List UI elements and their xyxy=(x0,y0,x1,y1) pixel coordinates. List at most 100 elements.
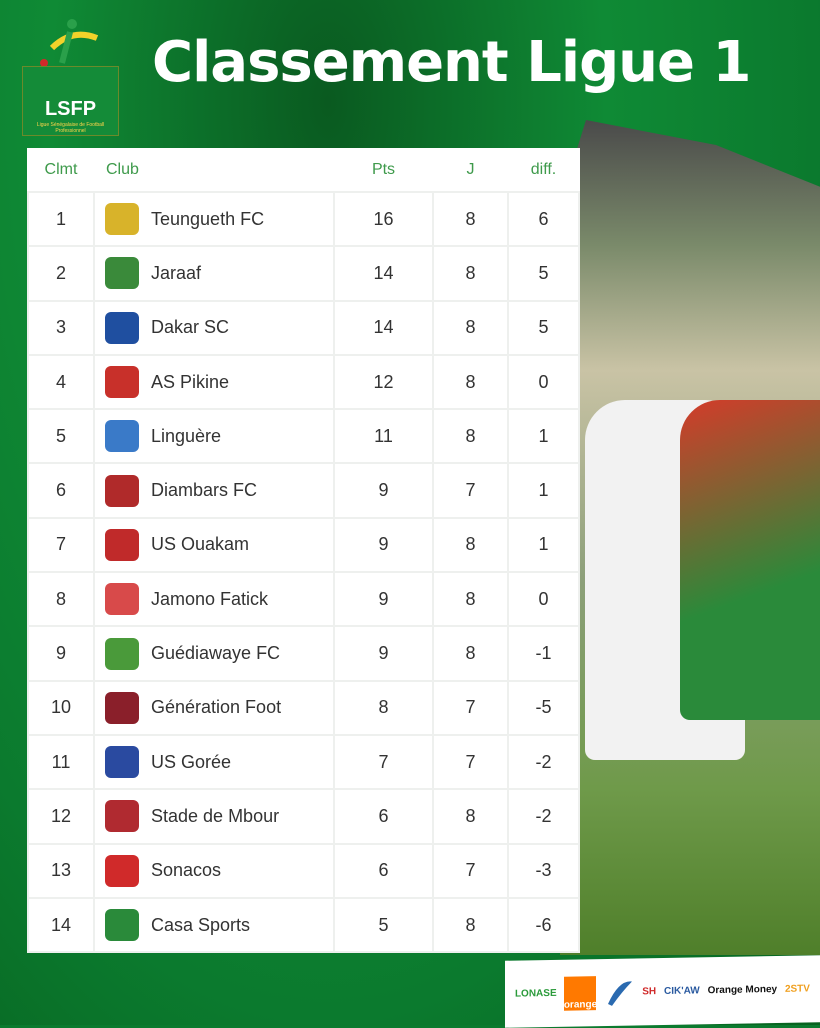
page-title: Classement Ligue 1 xyxy=(152,30,751,95)
played: 8 xyxy=(432,408,509,465)
club-name: Stade de Mbour xyxy=(151,805,280,826)
rank: 6 xyxy=(27,462,95,519)
club-crest-icon xyxy=(105,800,139,833)
table-row: 10 Génération Foot 8 7 -5 xyxy=(27,679,580,736)
club-crest-icon xyxy=(105,854,139,887)
played: 7 xyxy=(432,733,509,791)
club-crest-icon xyxy=(105,691,139,724)
sponsor-logo: LONASE xyxy=(514,987,557,1000)
points: 5 xyxy=(333,896,434,954)
goal-diff: 6 xyxy=(507,190,580,248)
played: 7 xyxy=(432,462,509,519)
rank: 3 xyxy=(27,299,95,356)
goal-diff: 1 xyxy=(507,462,580,519)
rank: 12 xyxy=(27,788,95,845)
club-name: Génération Foot xyxy=(151,697,282,718)
header-club: Club xyxy=(106,160,139,178)
goal-diff: -1 xyxy=(507,625,580,682)
sponsor-logo: SH xyxy=(642,986,657,998)
goal-diff: 5 xyxy=(507,299,580,356)
table-row: 12 Stade de Mbour 6 8 -2 xyxy=(27,788,580,845)
table-row: 7 US Ouakam 9 8 1 xyxy=(27,516,580,574)
club-name: AS Pikine xyxy=(151,371,230,392)
played: 8 xyxy=(432,245,509,302)
rank: 2 xyxy=(27,245,95,302)
table-row: 8 Jamono Fatick 9 8 0 xyxy=(27,571,580,628)
header-diff: diff. xyxy=(530,160,557,178)
table-row: 3 Dakar SC 14 8 5 xyxy=(27,299,580,356)
goal-diff: -2 xyxy=(507,788,580,845)
club-crest-icon xyxy=(105,420,139,453)
points: 14 xyxy=(333,299,434,356)
standings-table: Clmt Club Pts J diff. 1 Teungueth FC 16 … xyxy=(27,148,580,954)
sponsor-logo: 2STV xyxy=(784,983,810,995)
goal-diff: 1 xyxy=(507,408,580,465)
played: 8 xyxy=(432,571,509,628)
table-row: 5 Linguère 11 8 1 xyxy=(27,408,580,465)
club-crest-icon xyxy=(105,909,139,941)
header-points: Pts xyxy=(371,160,396,178)
header-played: J xyxy=(466,160,475,178)
points: 11 xyxy=(333,408,434,465)
table-row: 4 AS Pikine 12 8 0 xyxy=(27,353,580,411)
table-row: 14 Casa Sports 5 8 -6 xyxy=(27,896,580,954)
club-name: Jaraaf xyxy=(151,262,202,283)
rank: 13 xyxy=(27,842,95,899)
points: 14 xyxy=(333,245,434,302)
points: 9 xyxy=(333,516,434,574)
club-name: Dakar SC xyxy=(151,317,230,338)
table-row: 13 Sonacos 6 7 -3 xyxy=(27,842,580,899)
goal-diff: -3 xyxy=(507,842,580,899)
played: 8 xyxy=(432,190,509,248)
points: 9 xyxy=(333,625,434,682)
rank: 1 xyxy=(27,190,95,248)
points: 7 xyxy=(333,733,434,791)
goal-diff: 0 xyxy=(507,571,580,628)
points: 6 xyxy=(333,788,434,845)
club-name: US Gorée xyxy=(151,751,232,772)
sponsor-logo: CIK'AW xyxy=(664,985,700,997)
played: 7 xyxy=(432,842,509,899)
played: 8 xyxy=(432,896,509,954)
table-row: 1 Teungueth FC 16 8 6 xyxy=(27,190,580,248)
club-name: Diambars FC xyxy=(151,480,258,501)
lsfp-logo: LSFP Ligue Sénégalaise de Football Profe… xyxy=(22,18,119,136)
sponsor-logo xyxy=(604,975,634,1010)
table-row: 6 Diambars FC 9 7 1 xyxy=(27,462,580,519)
rank: 8 xyxy=(27,571,95,628)
club-name: Casa Sports xyxy=(151,914,251,935)
table-header: Clmt Club Pts J diff. xyxy=(28,148,579,192)
goal-diff: 1 xyxy=(507,516,580,574)
club-crest-icon xyxy=(105,311,139,344)
points: 9 xyxy=(333,571,434,628)
played: 8 xyxy=(432,516,509,574)
rank: 14 xyxy=(27,896,95,954)
club-crest-icon xyxy=(105,366,139,399)
club-crest-icon xyxy=(105,257,139,290)
sponsors-banner: LONASE orange SH CIK'AW Orange Money 2STV xyxy=(505,955,820,1028)
played: 8 xyxy=(432,625,509,682)
header-rank: Clmt xyxy=(44,160,78,178)
club-crest-icon xyxy=(105,583,139,616)
club-crest-icon xyxy=(105,203,139,236)
table-row: 9 Guédiawaye FC 9 8 -1 xyxy=(27,625,580,682)
club-crest-icon xyxy=(105,528,139,561)
rank: 10 xyxy=(27,679,95,736)
rank: 9 xyxy=(27,625,95,682)
club-name: Teungueth FC xyxy=(151,208,265,229)
rank: 5 xyxy=(27,408,95,465)
club-name: US Ouakam xyxy=(151,534,250,555)
goal-diff: 5 xyxy=(507,245,580,302)
club-name: Guédiawaye FC xyxy=(151,643,281,664)
goal-diff: -5 xyxy=(507,679,580,736)
points: 12 xyxy=(333,353,434,411)
played: 8 xyxy=(432,353,509,411)
player-opponent xyxy=(680,400,820,720)
rank: 11 xyxy=(27,733,95,791)
sponsor-logo: Orange Money xyxy=(707,984,778,997)
played: 8 xyxy=(432,788,509,845)
rank: 4 xyxy=(27,353,95,411)
points: 9 xyxy=(333,462,434,519)
sponsor-logo: orange xyxy=(564,975,597,1010)
points: 8 xyxy=(333,679,434,736)
